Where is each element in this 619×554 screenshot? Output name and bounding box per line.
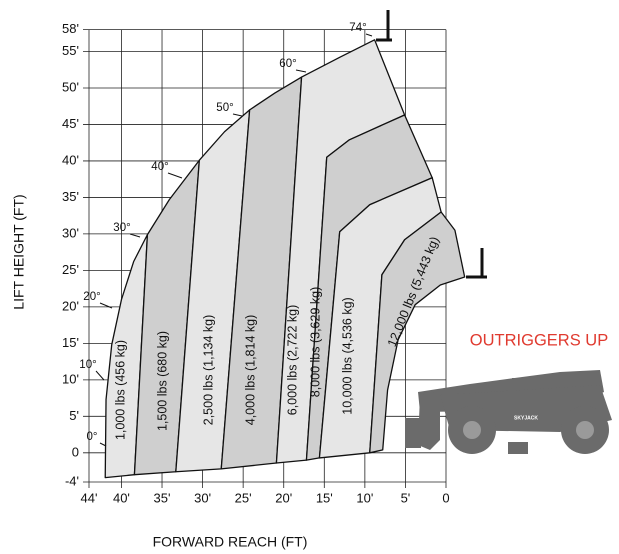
angle-tick <box>167 172 183 179</box>
y-tick-label: 35' <box>62 189 79 204</box>
angle-tick <box>99 302 113 309</box>
angle-label: 30° <box>113 222 130 234</box>
y-tick-label: 40' <box>62 152 79 167</box>
x-tick-label: 30' <box>194 490 211 505</box>
angle-tick <box>232 113 243 117</box>
x-tick-label: 40' <box>113 490 130 505</box>
angle-label: 20° <box>83 291 100 303</box>
zone-label: 4,000 lbs (1,814 kg) <box>243 315 257 426</box>
y-tick-label: 0 <box>72 444 79 459</box>
y-tick-label: 5' <box>69 408 79 423</box>
angle-tick <box>129 233 141 238</box>
fork-top <box>376 10 392 42</box>
zone-label: 1,500 lbs (680 kg) <box>155 331 169 431</box>
x-axis-label: FORWARD REACH (FT) <box>153 534 308 550</box>
angle-label: 50° <box>216 102 233 114</box>
angle-tick <box>99 442 107 447</box>
y-tick-label: 25' <box>62 262 79 277</box>
x-tick-label: 10' <box>356 490 373 505</box>
angle-label: 74° <box>349 22 366 34</box>
zone-label: 10,000 lbs (4,536 kg) <box>340 297 354 414</box>
y-tick-label: 15' <box>62 335 79 350</box>
zone-label: 2,500 lbs (1,134 kg) <box>201 315 215 426</box>
y-tick-label: 30' <box>62 225 79 240</box>
y-tick-label: 55' <box>62 43 79 58</box>
y-tick-label: 50' <box>62 79 79 94</box>
y-axis-label: LIFT HEIGHT (FT) <box>11 194 27 309</box>
zone-label: 6,000 lbs (2,722 kg) <box>285 305 299 416</box>
angle-label: 0° <box>87 431 98 443</box>
zone-label: 8,000 lbs (3,629 kg) <box>308 287 322 398</box>
zone-label: 1,000 lbs (456 kg) <box>113 340 127 440</box>
x-tick-label: 35' <box>154 490 171 505</box>
angle-tick <box>365 33 373 37</box>
machine <box>405 370 612 454</box>
angle-label: 40° <box>151 161 168 173</box>
angle-label: 60° <box>279 58 296 70</box>
angle-label: 10° <box>79 359 96 371</box>
angle-tick <box>295 69 307 73</box>
load-zone <box>175 109 251 473</box>
hub <box>576 421 594 439</box>
y-tick-label: 10' <box>62 371 79 386</box>
x-tick-label: 5' <box>401 490 411 505</box>
x-tick-label: 44' <box>81 490 98 505</box>
x-tick-label: 20' <box>275 490 292 505</box>
x-tick-label: 0 <box>442 490 449 505</box>
y-tick-label: -4' <box>65 473 79 488</box>
fork-right <box>466 248 487 279</box>
y-tick-label: 45' <box>62 116 79 131</box>
machine-label: SKYJACK <box>514 415 538 421</box>
load-zone <box>369 211 466 454</box>
hub <box>463 421 481 439</box>
annotation: OUTRIGGERS UP <box>470 331 608 349</box>
zones <box>104 39 466 479</box>
load-zone <box>133 159 200 476</box>
angle-tick <box>95 370 105 381</box>
load-zone <box>220 76 303 470</box>
y-tick-label: 20' <box>62 298 79 313</box>
x-tick-label: 25' <box>235 490 252 505</box>
y-tick-label: 58' <box>62 21 79 36</box>
x-tick-label: 15' <box>316 490 333 505</box>
